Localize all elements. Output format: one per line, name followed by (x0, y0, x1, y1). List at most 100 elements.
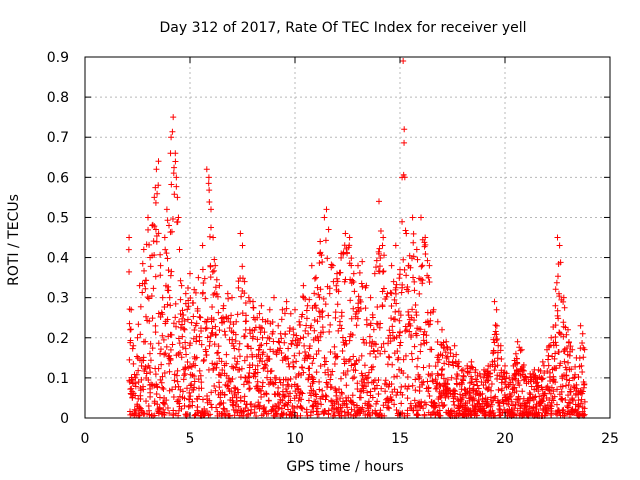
data-point (229, 376, 236, 383)
data-point (303, 322, 310, 329)
data-point (357, 298, 364, 305)
data-point (211, 267, 218, 274)
data-point (410, 274, 417, 281)
data-point (214, 360, 221, 367)
data-point (187, 340, 194, 347)
data-point (440, 339, 447, 346)
data-point (432, 385, 439, 392)
data-point (439, 366, 446, 373)
data-point (560, 298, 567, 305)
data-point (258, 393, 265, 400)
data-point (443, 338, 450, 345)
data-point (228, 363, 235, 370)
y-tick-labels: 0 0.1 0.2 0.3 0.4 0.5 0.6 0.7 0.8 0.9 (47, 50, 69, 427)
data-point (204, 316, 211, 323)
data-point (176, 340, 183, 347)
data-point (126, 234, 133, 241)
data-point (329, 368, 336, 375)
data-point (191, 378, 198, 385)
data-point (191, 384, 198, 391)
data-point (359, 283, 366, 290)
data-point (376, 263, 383, 270)
data-point (391, 386, 398, 393)
data-point (414, 355, 421, 362)
data-point (351, 374, 358, 381)
data-point (355, 293, 362, 300)
data-point (143, 398, 150, 405)
data-point (498, 379, 505, 386)
data-point (377, 350, 384, 357)
data-point (211, 256, 218, 263)
data-point (306, 343, 313, 350)
data-point (367, 388, 374, 395)
data-point (444, 376, 451, 383)
data-point (408, 332, 415, 339)
data-point (207, 262, 214, 269)
data-point (326, 328, 333, 335)
data-point (563, 372, 570, 379)
data-point (434, 338, 441, 345)
data-point (155, 365, 162, 372)
data-point (263, 390, 270, 397)
data-point (367, 294, 374, 301)
data-point (407, 400, 414, 407)
data-point (243, 312, 250, 319)
data-point (503, 375, 510, 382)
data-point (392, 284, 399, 291)
data-point (434, 359, 441, 366)
data-point (207, 224, 214, 231)
data-point (552, 339, 559, 346)
data-point (254, 378, 261, 385)
data-point (408, 350, 415, 357)
y-tick-label: 0.5 (47, 210, 69, 226)
data-point (317, 238, 324, 245)
data-points (125, 58, 588, 419)
data-point (546, 387, 553, 394)
data-point (403, 272, 410, 279)
data-point (410, 230, 417, 237)
data-point (168, 268, 175, 275)
data-point (179, 307, 186, 314)
data-point (325, 312, 332, 319)
data-point (420, 364, 427, 371)
data-point (395, 308, 402, 315)
data-point (279, 306, 286, 313)
data-point (488, 387, 495, 394)
data-point (371, 270, 378, 277)
data-point (454, 372, 461, 379)
data-point (230, 321, 237, 328)
data-point (245, 379, 252, 386)
data-point (386, 327, 393, 334)
data-point (149, 315, 156, 322)
data-point (241, 408, 248, 415)
data-point (195, 274, 202, 281)
data-point (166, 222, 172, 229)
data-point (200, 280, 207, 287)
data-point (565, 359, 572, 366)
data-point (321, 354, 328, 361)
data-point (422, 251, 429, 258)
data-point (514, 338, 521, 345)
x-tick-labels: 0 5 10 15 20 25 (81, 431, 619, 447)
data-point (472, 369, 479, 376)
data-point (269, 380, 276, 387)
data-point (194, 305, 201, 312)
data-point (300, 369, 307, 376)
data-point (579, 330, 586, 337)
data-point (293, 392, 300, 399)
data-point (260, 349, 267, 356)
data-point (303, 406, 310, 413)
data-point (220, 405, 227, 412)
data-point (460, 366, 466, 373)
data-point (305, 330, 312, 337)
data-point (400, 58, 407, 65)
data-point (165, 267, 172, 274)
data-point (296, 350, 303, 357)
data-point (131, 380, 138, 387)
data-point (290, 331, 297, 338)
data-point (212, 323, 219, 330)
data-point (477, 373, 484, 380)
data-point (366, 333, 373, 340)
data-point (208, 401, 215, 408)
data-point (569, 375, 576, 382)
